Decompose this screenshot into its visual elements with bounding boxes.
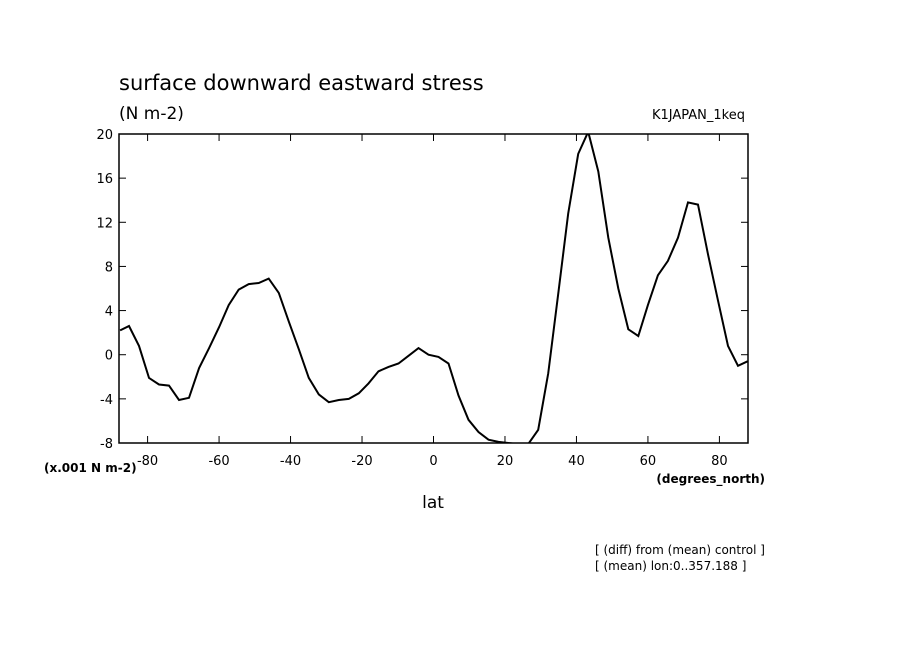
y-tick-label: 16	[96, 172, 113, 187]
experiment-label: K1JAPAN_1keq	[652, 108, 745, 123]
x-tick-label: 20	[497, 454, 514, 469]
y-tick-label: -8	[100, 437, 113, 452]
y-tick-label: -4	[100, 393, 113, 408]
x-tick-label: 0	[429, 454, 437, 469]
x-tick-label: 60	[640, 454, 657, 469]
x-axis-label: lat	[422, 493, 444, 513]
y-tick-label: 4	[105, 305, 113, 320]
x-unit-label: (degrees_north)	[656, 472, 765, 487]
annotation: [ (diff) from (mean) control ]	[595, 543, 765, 557]
x-tick-label: 80	[711, 454, 728, 469]
y-tick-label: 20	[96, 128, 113, 143]
x-tick-label: 40	[568, 454, 585, 469]
y-unit-label: (x.001 N m-2)	[44, 461, 137, 475]
annotation: [ (mean) lon:0..357.188 ]	[595, 559, 746, 573]
x-tick-label: -80	[137, 454, 158, 469]
x-tick-label: -60	[208, 454, 229, 469]
y-tick-label: 12	[96, 216, 113, 231]
y-tick-label: 8	[105, 260, 113, 275]
chart-title: surface downward eastward stress	[119, 71, 484, 95]
x-tick-label: -20	[351, 454, 372, 469]
plot-area	[119, 134, 748, 443]
y-tick-label: 0	[105, 349, 113, 364]
data-line	[119, 134, 748, 443]
chart-subtitle: (N m-2)	[119, 104, 184, 124]
x-tick-label: -40	[280, 454, 301, 469]
